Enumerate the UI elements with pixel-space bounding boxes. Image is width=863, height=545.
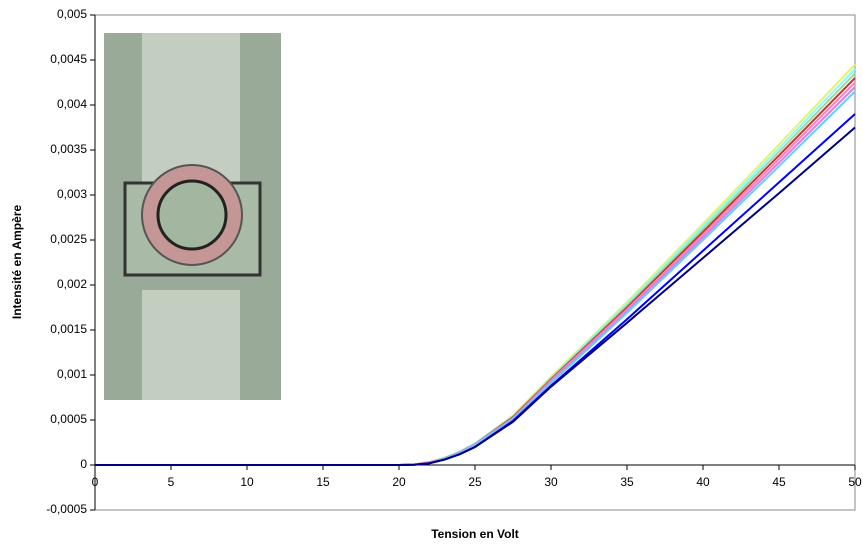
series-line — [95, 126, 856, 466]
x-tick-label: 35 — [620, 475, 634, 489]
x-tick-label: 20 — [392, 475, 406, 489]
y-tick-label: 0,0035 — [50, 142, 87, 156]
y-tick-label: 0,002 — [57, 277, 87, 291]
x-tick-label: 45 — [772, 475, 786, 489]
y-tick-label: 0,001 — [57, 367, 87, 381]
x-tick-label: 30 — [544, 475, 558, 489]
inset-photo — [104, 33, 281, 400]
x-tick-label: 50 — [848, 475, 862, 489]
x-tick-label: 0 — [92, 475, 99, 489]
x-tick-label: 40 — [696, 475, 710, 489]
x-tick-label: 15 — [316, 475, 330, 489]
y-tick-label: 0,003 — [57, 187, 87, 201]
y-tick-label: 0,0025 — [50, 232, 87, 246]
y-tick-label: 0,004 — [57, 97, 87, 111]
x-tick-label: 5 — [168, 475, 175, 489]
y-axis-title: Intensité en Ampère — [10, 205, 24, 320]
y-tick-label: 0 — [80, 457, 87, 471]
y-tick-label: -0,0005 — [46, 502, 87, 516]
x-tick-label: 25 — [468, 475, 482, 489]
y-tick-label: 0,0045 — [50, 52, 87, 66]
x-tick-label: 10 — [240, 475, 254, 489]
y-tick-label: 0,0015 — [50, 322, 87, 336]
y-tick-label: 0,005 — [57, 7, 87, 21]
y-tick-label: 0,0005 — [50, 412, 87, 426]
x-axis-title: Tension en Volt — [431, 527, 519, 541]
